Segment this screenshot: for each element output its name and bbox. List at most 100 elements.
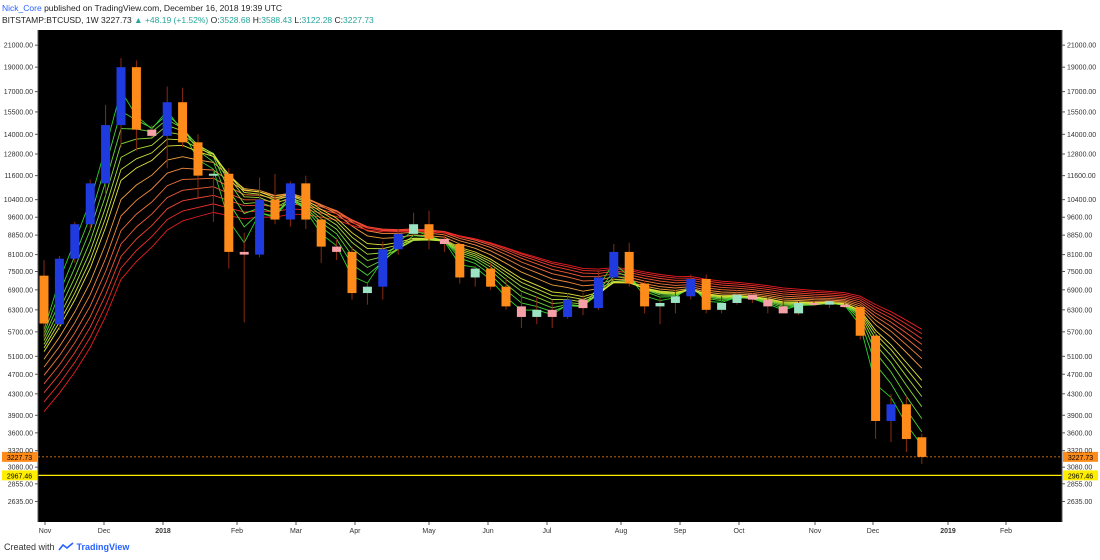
x-tick-label: May bbox=[422, 528, 436, 535]
candle-body bbox=[886, 404, 896, 421]
overlays: 3227.73 3227.73 2967.46 2967.46 bbox=[2, 451, 1098, 481]
y-tick-label: 10400.00 bbox=[1067, 197, 1096, 204]
close-label: C: bbox=[334, 15, 344, 25]
candle-body bbox=[70, 224, 80, 259]
candles bbox=[39, 58, 927, 465]
y-tick-label: 9600.00 bbox=[8, 215, 33, 222]
ema-line-green bbox=[43, 131, 923, 397]
time-axis: Nov Dec 2018 Feb Mar Apr May Jun Jul Aug Sep Oct Nov… bbox=[39, 522, 1012, 535]
candle-body bbox=[101, 125, 111, 184]
chart-header: Nick_Core published on TradingView.com, … bbox=[2, 2, 1098, 28]
candle-body bbox=[840, 304, 850, 308]
y-tick-label: 5100.00 bbox=[8, 354, 33, 361]
candlestick-chart[interactable]: 3227.73 3227.73 2967.46 2967.46 21000.00 190… bbox=[0, 0, 1100, 540]
y-tick-label: 2635.00 bbox=[8, 499, 33, 506]
y-tick-label: 15500.00 bbox=[4, 109, 33, 116]
candle-body bbox=[147, 129, 157, 136]
x-tick-label: Dec bbox=[867, 528, 880, 535]
ema-line-red bbox=[43, 156, 923, 369]
candle-body bbox=[178, 102, 188, 143]
x-tick-label: Oct bbox=[734, 528, 745, 535]
candle-body bbox=[39, 275, 49, 324]
candle-body bbox=[378, 249, 388, 287]
y-tick-label: 9600.00 bbox=[1067, 215, 1092, 222]
support-tag bbox=[1063, 470, 1098, 481]
author-link[interactable]: Nick_Core bbox=[2, 3, 42, 13]
candle-body bbox=[778, 306, 788, 314]
high-label: H: bbox=[252, 15, 262, 25]
candle-body bbox=[332, 246, 342, 252]
candle-body bbox=[686, 278, 696, 297]
y-tick-label: 8850.00 bbox=[1067, 233, 1092, 240]
candle-body bbox=[701, 278, 711, 310]
candle-body bbox=[717, 302, 727, 310]
candle-body bbox=[547, 309, 557, 317]
x-tick-label: Jun bbox=[482, 528, 493, 535]
y-tick-label: 3080.00 bbox=[8, 465, 33, 472]
y-tick-label: 7500.00 bbox=[1067, 269, 1092, 276]
candle-body bbox=[424, 224, 434, 239]
candle-body bbox=[439, 238, 449, 244]
y-tick-label: 4700.00 bbox=[8, 372, 33, 379]
candle-body bbox=[270, 199, 280, 220]
candle-body bbox=[501, 286, 511, 307]
y-tick-label: 6300.00 bbox=[8, 307, 33, 314]
y-tick-label: 10400.00 bbox=[4, 197, 33, 204]
candle-body bbox=[470, 268, 480, 278]
high-value: 3588.43 bbox=[261, 15, 292, 25]
y-tick-label: 8100.00 bbox=[1067, 252, 1092, 259]
x-tick-label: Feb bbox=[231, 528, 243, 535]
ema-line-red bbox=[43, 186, 923, 385]
y-tick-label: 3600.00 bbox=[8, 430, 33, 437]
candle-body bbox=[578, 299, 588, 309]
ema-line-green bbox=[43, 138, 923, 389]
footer: Created with TradingView bbox=[4, 542, 129, 552]
y-tick-label: 8100.00 bbox=[8, 252, 33, 259]
x-tick-label: Mar bbox=[290, 528, 303, 535]
y-tick-label: 5700.00 bbox=[8, 329, 33, 336]
x-tick-label: Nov bbox=[809, 528, 822, 535]
right-price-axis: 21000.00 19000.00 17000.00 15500.00 14000.00… bbox=[1061, 30, 1096, 522]
tradingview-brand[interactable]: TradingView bbox=[76, 542, 130, 552]
y-tick-label: 3320.00 bbox=[1067, 448, 1092, 455]
ema-line-red bbox=[43, 167, 923, 368]
y-tick-label: 15500.00 bbox=[1067, 109, 1096, 116]
ema-line-green bbox=[43, 124, 923, 407]
y-tick-label: 12800.00 bbox=[4, 152, 33, 159]
y-tick-label: 3600.00 bbox=[1067, 430, 1092, 437]
y-tick-label: 17000.00 bbox=[1067, 89, 1096, 96]
candle-body bbox=[732, 294, 742, 303]
candle-body bbox=[347, 251, 357, 294]
x-tick-label: 2019 bbox=[940, 528, 956, 535]
y-tick-label: 3900.00 bbox=[1067, 413, 1092, 420]
candle-body bbox=[301, 183, 311, 220]
last-price-tag bbox=[1063, 451, 1098, 462]
x-tick-label: Feb bbox=[1000, 528, 1012, 535]
last-price-tag-label: 3227.73 bbox=[1068, 455, 1093, 462]
last-price-tag bbox=[2, 451, 37, 462]
ema-ribbon bbox=[43, 89, 923, 446]
x-tick-label: Sep bbox=[674, 528, 687, 535]
y-tick-label: 21000.00 bbox=[1067, 43, 1096, 50]
open-value: 3528.68 bbox=[219, 15, 251, 25]
candle-body bbox=[532, 309, 542, 317]
y-tick-label: 3320.00 bbox=[8, 448, 33, 455]
up-arrow-icon: ▲ bbox=[134, 15, 143, 25]
candle-body bbox=[116, 67, 126, 126]
candle-body bbox=[54, 258, 64, 325]
y-tick-label: 11600.00 bbox=[4, 173, 33, 180]
ema-line-green bbox=[43, 118, 923, 419]
created-with-text: Created with bbox=[4, 542, 55, 552]
publish-info: published on TradingView.com, December 1… bbox=[44, 3, 283, 13]
candle-body bbox=[285, 183, 295, 220]
candle-body bbox=[362, 286, 372, 294]
candle-body bbox=[763, 299, 773, 307]
y-tick-label: 2635.00 bbox=[1067, 499, 1092, 506]
low-value: 3122.28 bbox=[301, 15, 333, 25]
candle-body bbox=[393, 233, 403, 250]
y-tick-label: 7500.00 bbox=[8, 269, 33, 276]
last-price-tag-label: 3227.73 bbox=[7, 455, 32, 462]
candle-body bbox=[409, 224, 419, 234]
ema-line-green bbox=[43, 144, 923, 381]
x-tick-label: Nov bbox=[39, 528, 52, 535]
